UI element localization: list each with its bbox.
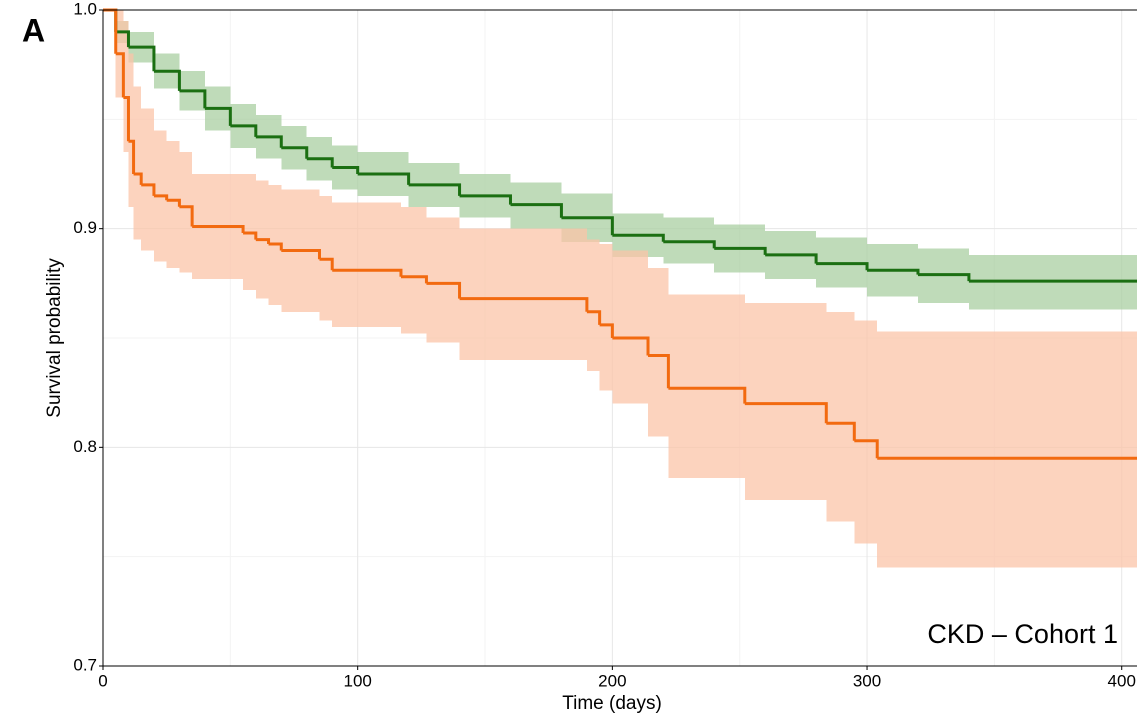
survival-step [128, 45, 156, 72]
survival-step [408, 183, 462, 196]
confidence-band [599, 243, 613, 391]
survival-step [459, 297, 589, 312]
survival-step [281, 146, 309, 159]
annotation: CKD – Cohort 1 [927, 619, 1118, 649]
survival-step [400, 275, 428, 284]
survival-step [612, 336, 650, 356]
survival-step [332, 268, 403, 277]
survival-step [268, 242, 283, 251]
survival-step [854, 439, 879, 459]
survival-step [917, 273, 971, 282]
survival-step [663, 240, 716, 249]
survival-step [243, 231, 258, 240]
survival-step [115, 30, 130, 48]
confidence-band [648, 268, 669, 437]
survival-step [714, 246, 767, 255]
survival-step [561, 216, 614, 236]
survival-step [103, 8, 118, 32]
survival-step [599, 323, 614, 338]
confidence-band [744, 303, 827, 500]
survival-step [153, 69, 181, 91]
survival-step [179, 205, 194, 227]
confidence-band [179, 152, 193, 273]
survival-step [103, 8, 118, 54]
survival-step [128, 139, 136, 174]
survival-step [648, 353, 670, 389]
confidence-band [854, 320, 878, 544]
survival-step [586, 310, 602, 325]
survival-step [765, 253, 818, 264]
y-tick-label: 1.0 [73, 0, 97, 18]
confidence-band [332, 202, 401, 328]
confidence-band [612, 250, 649, 404]
survival-step [306, 157, 334, 168]
confidence-band [826, 311, 855, 522]
survival-step [255, 135, 283, 148]
survival-step [612, 233, 665, 242]
x-tick-label: 100 [343, 671, 371, 690]
x-tick-label: 0 [98, 671, 107, 690]
survival-step [668, 386, 747, 404]
x-tick-label: 300 [853, 671, 881, 690]
survival-step [281, 249, 321, 260]
survival-step [510, 203, 563, 218]
y-tick-label: 0.7 [73, 655, 97, 674]
survival-step [426, 281, 462, 299]
survival-step [332, 165, 360, 174]
confidence-band [141, 108, 154, 251]
survival-step [204, 106, 232, 126]
confidence-band [133, 86, 142, 240]
survival-step [357, 172, 411, 185]
survival-step [459, 194, 512, 205]
survival-step [192, 224, 245, 234]
survival-step [319, 257, 334, 271]
y-tick-label: 0.8 [73, 437, 97, 456]
x-tick-label: 400 [1108, 671, 1136, 690]
x-axis-label: Time (days) [562, 693, 662, 714]
confidence-band [459, 228, 587, 360]
survival-step [826, 421, 856, 441]
y-tick-label: 0.9 [73, 218, 97, 237]
x-tick-label: 200 [598, 671, 626, 690]
survival-step [115, 52, 125, 98]
confidence-band [400, 206, 427, 334]
confidence-band [166, 141, 180, 269]
survival-step [166, 198, 181, 207]
survival-step [230, 124, 258, 137]
survival-step [744, 402, 828, 424]
survival-step [179, 89, 207, 109]
confidence-band [123, 20, 129, 153]
confidence-band [426, 217, 460, 343]
confidence-band [668, 294, 745, 478]
survival-step [123, 95, 130, 142]
survival-step [141, 183, 156, 196]
confidence-band [877, 331, 1137, 568]
panel-label: A [22, 12, 45, 48]
y-axis-label: Survival probability [44, 258, 65, 418]
confidence-band [128, 53, 134, 207]
survival-step [867, 268, 920, 275]
confidence-band [586, 239, 600, 371]
survival-step [816, 262, 869, 271]
survival-step [133, 172, 143, 185]
